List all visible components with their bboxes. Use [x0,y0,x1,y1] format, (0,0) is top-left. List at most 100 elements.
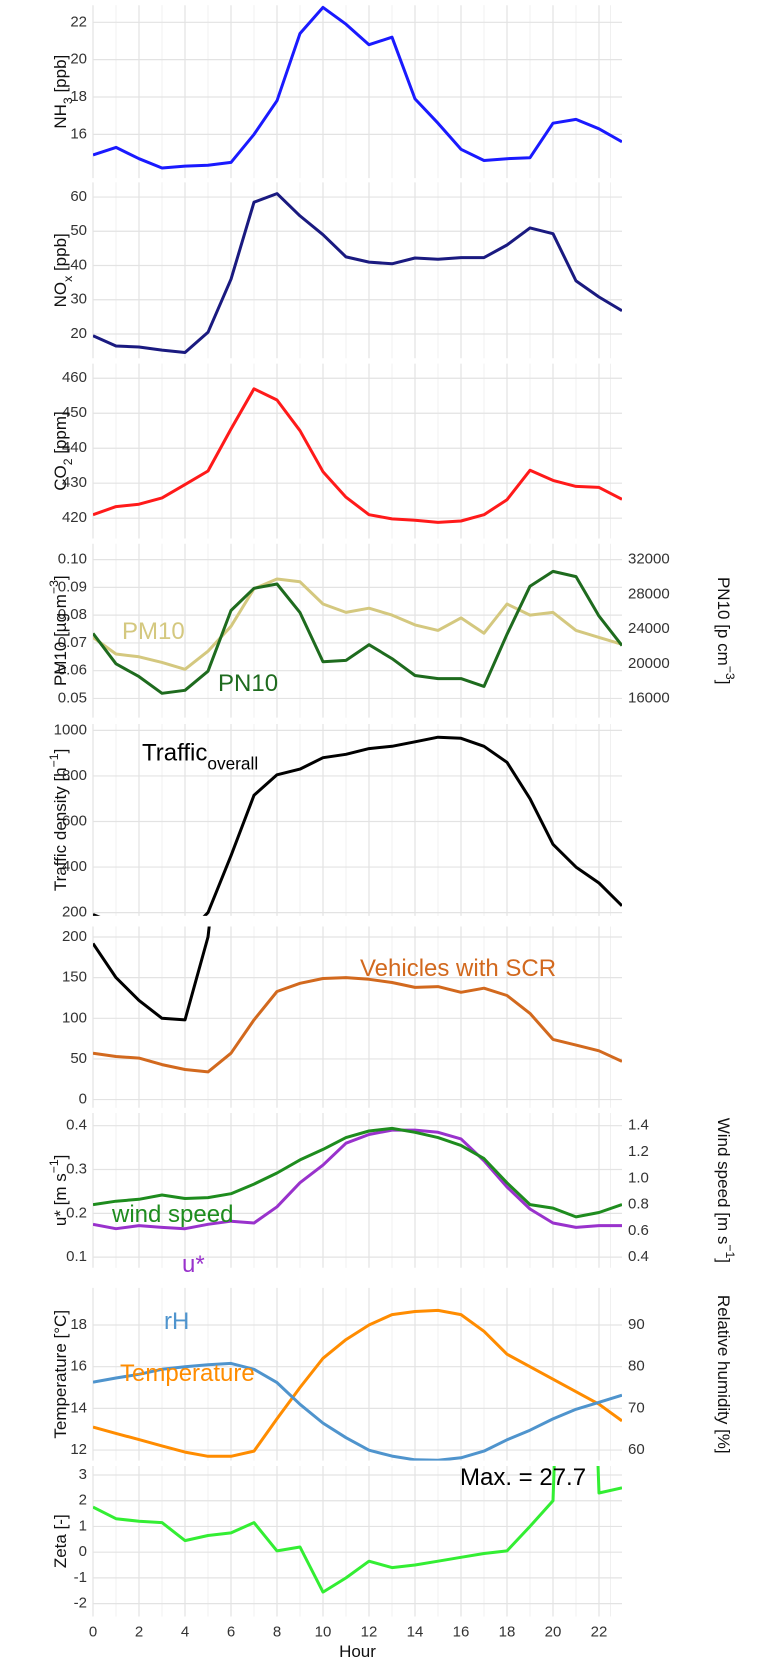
data-line [93,1465,622,1594]
plot-area [93,192,622,354]
y2-tick-label: 60 [628,1441,645,1458]
y-tick-label: 14 [70,1399,87,1416]
data-line [93,192,622,354]
label-part: Relative humidity [%] [714,1295,733,1454]
plot-area [93,1465,622,1594]
plot-area [93,735,622,916]
y-tick-label: 16 [70,125,87,142]
label-part: NH [51,104,70,129]
label-part: u* [m s [51,1173,70,1226]
y-tick-label: 22 [70,13,87,30]
y-tick-label: 400 [62,858,87,875]
y-axis-label: u* [m s−1] [47,1155,70,1227]
data-line [93,1126,622,1219]
y-tick-label: 430 [62,474,87,491]
y2-axis-label: PN10 [p cm−3] [714,577,737,685]
y-tick-label: 0.05 [58,689,87,706]
label-part: PN10 [p cm [714,577,733,666]
y-tick-label: 50 [70,222,87,239]
data-line [93,5,622,170]
y-tick-label: 20 [70,51,87,68]
y-axis-label: Temperature [°C] [51,1310,70,1439]
y2-tick-label: 80 [628,1358,645,1375]
y-tick-label: 30 [70,291,87,308]
y-tick-label: 1000 [54,721,87,738]
y-tick-label: 0.2 [66,1204,87,1221]
y-tick-label: 0.1 [66,1248,87,1265]
y-tick-label: 40 [70,256,87,273]
y-tick-label: 2 [79,1492,87,1509]
x-tick-label: 16 [453,1623,470,1640]
y2-tick-label: 0.6 [628,1222,649,1239]
y-tick-label: 50 [70,1050,87,1067]
y-tick-label: 0.4 [66,1117,87,1134]
label-part: [ppb] [51,55,70,98]
y-axis-label: PM10 [µg m−3] [47,575,70,686]
y2-tick-label: 20000 [628,655,670,672]
x-tick-label: 2 [135,1623,143,1640]
data-line [93,387,622,524]
data-line [93,569,622,695]
y-tick-label: 0 [79,1543,87,1560]
series-label: Vehicles with SCR [360,955,556,982]
label-part: 3 [61,97,75,104]
label-part: Temperature [°C] [51,1310,70,1439]
label-part: ] [51,575,70,580]
series-label: rH [164,1308,189,1335]
y-tick-label: 1 [79,1517,87,1534]
data-line [93,926,211,1022]
series-label: Trafficoverall [142,740,258,773]
label-part: −3 [723,666,737,680]
y2-tick-label: 70 [628,1399,645,1416]
y-tick-label: -2 [74,1595,87,1612]
y-tick-label: 0.10 [58,551,87,568]
data-line [93,577,622,671]
y-tick-label: 200 [62,928,87,945]
data-line [93,1308,622,1458]
y-tick-label: 420 [62,509,87,526]
series-label: wind speed [111,1201,233,1228]
y2-tick-label: 16000 [628,690,670,707]
plot-area [93,569,622,695]
y2-tick-label: 28000 [628,585,670,602]
plot-area [93,5,622,170]
y-tick-label: 18 [70,1316,87,1333]
y-tick-label: 0.08 [58,606,87,623]
y-tick-label: 0.07 [58,634,87,651]
y2-tick-label: 1.0 [628,1169,649,1186]
y2-tick-label: 90 [628,1316,645,1333]
y-tick-label: 0.09 [58,578,87,595]
y2-tick-label: 32000 [628,551,670,568]
data-line [93,976,622,1074]
data-line [93,735,622,916]
y2-axis-label: Relative humidity [%] [714,1295,733,1454]
y-axis-label: Traffic density [h−1] [47,749,70,891]
label-part: x [61,276,75,282]
y-tick-label: 450 [62,404,87,421]
x-tick-label: 10 [315,1623,332,1640]
x-tick-label: 4 [181,1623,189,1640]
x-tick-label: 6 [227,1623,235,1640]
label-part: ] [51,749,70,754]
label-part: Traffic [142,740,207,767]
series-label: Temperature [120,1360,255,1387]
y-tick-label: 3 [79,1466,87,1483]
series-label: PM10 [122,618,185,645]
x-tick-label: 18 [499,1623,516,1640]
label-part: Wind speed [m s [714,1118,733,1245]
x-axis-label: Hour [339,1642,376,1661]
plot-area [93,926,622,1074]
label-part: ] [714,1258,733,1263]
label-part: overall [207,753,258,773]
y-tick-label: 100 [62,1009,87,1026]
x-tick-label: 20 [545,1623,562,1640]
label-part: NO [51,282,70,308]
label-part: Zeta [-] [51,1514,70,1568]
plot-area [93,387,622,524]
annotation: Max. = 27.7 [460,1464,586,1491]
label-part: ] [714,680,733,685]
series-label: u* [182,1251,205,1278]
y2-axis-label: Wind speed [m s−1] [714,1118,737,1263]
x-tick-label: 22 [591,1623,608,1640]
